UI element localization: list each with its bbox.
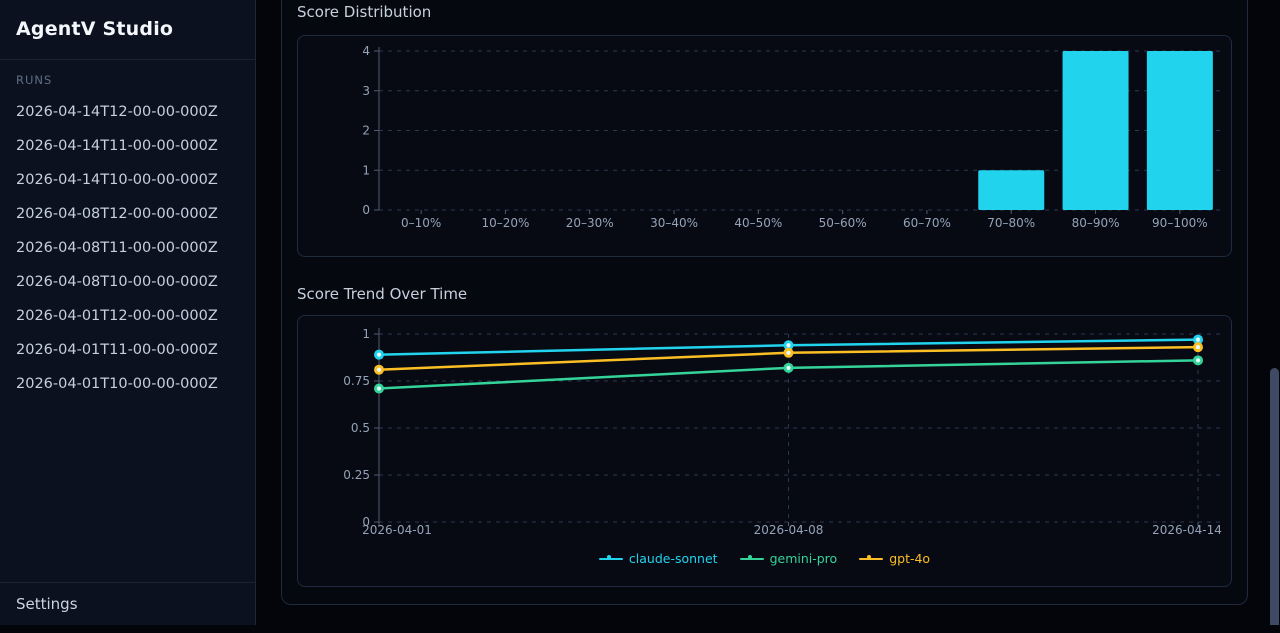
y-axis-tick-label: 0 (362, 515, 370, 529)
sidebar-item-run[interactable]: 2026-04-08T12-00-00-000Z (16, 206, 218, 222)
y-axis-tick-label: 1 (362, 327, 370, 341)
run-list: 2026-04-14T12-00-00-000Z 2026-04-14T11-00… (0, 95, 255, 401)
x-axis-tick-label: 60–70% (903, 216, 951, 230)
sidebar-item-run[interactable]: 2026-04-01T10-00-00-000Z (16, 376, 218, 392)
x-axis-tick-label: 10–20% (481, 216, 529, 230)
y-axis-tick-label: 0.5 (351, 421, 370, 435)
data-point-center (1195, 358, 1201, 363)
bar (978, 170, 1045, 210)
bar (1062, 51, 1129, 210)
y-axis-tick-label: 0.25 (343, 468, 370, 482)
x-axis-tick-label: 2026-04-01 (362, 523, 432, 537)
x-axis-tick-label: 40–50% (734, 216, 782, 230)
score-distribution-bar-chart: 0 1 2 3 4 0–10% 10–20% 20–30% 30–40% 40–50% 50–60%… (362, 44, 1222, 230)
legend-marker-icon (859, 554, 884, 565)
legend-item-gpt-4o[interactable]: gpt-4o (859, 552, 930, 566)
data-point-center (376, 352, 382, 357)
x-axis-tick-label: 90–100% (1152, 216, 1208, 230)
horizontal-scrollbar-track[interactable] (0, 625, 1280, 633)
data-point-center (1195, 345, 1201, 350)
bar (1146, 51, 1213, 210)
x-axis-tick-label: 70–80% (987, 216, 1035, 230)
legend-label: gpt-4o (889, 551, 931, 566)
legend-label: claude-sonnet (628, 551, 718, 566)
x-axis-tick-label: 20–30% (566, 216, 614, 230)
runs-section-label: RUNS (16, 73, 53, 87)
data-point-center (376, 367, 382, 372)
legend-marker-icon (598, 554, 623, 565)
y-axis-tick-label: 4 (362, 44, 370, 58)
main-content: Score Distribution 0 1 2 3 4 0–10% 10–20% 20–30… (256, 0, 1280, 633)
x-axis-tick-label: 30–40% (650, 216, 698, 230)
sidebar-item-settings[interactable]: Settings (16, 595, 78, 613)
x-axis-tick-label: 50–60% (819, 216, 867, 230)
x-axis-tick-label: 80–90% (1072, 216, 1120, 230)
sidebar-item-run[interactable]: 2026-04-08T10-00-00-000Z (16, 274, 218, 290)
sidebar-item-run[interactable]: 2026-04-14T12-00-00-000Z (16, 104, 218, 120)
dashboard-card: Score Distribution 0 1 2 3 4 0–10% 10–20% 20–30… (281, 0, 1248, 605)
sidebar-footer: Settings (0, 582, 255, 625)
x-axis-tick-label: 0–10% (401, 216, 441, 230)
score-distribution-panel: 0 1 2 3 4 0–10% 10–20% 20–30% 30–40% 40–50% 50–60%… (297, 35, 1232, 257)
score-trend-title: Score Trend Over Time (297, 285, 468, 303)
y-axis-tick-label: 3 (362, 84, 370, 98)
data-point-center (1195, 337, 1201, 342)
data-point-center (786, 365, 791, 370)
legend-label: gemini-pro (769, 551, 838, 566)
sidebar: AgentV Studio RUNS 2026-04-14T12-00-00-0… (0, 0, 256, 625)
sidebar-item-run[interactable]: 2026-04-01T11-00-00-000Z (16, 342, 218, 358)
chart-legend: claude-sonnet gemini-pro gpt-4o (298, 542, 1231, 586)
data-point-center (376, 386, 382, 391)
x-axis-tick-label: 2026-04-14 (1152, 523, 1222, 537)
y-axis-tick-label: 1 (362, 163, 370, 177)
sidebar-item-run[interactable]: 2026-04-01T12-00-00-000Z (16, 308, 218, 324)
y-axis-tick-label: 0.75 (343, 374, 370, 388)
score-trend-line-chart: 0 0.25 0.5 0.75 1 2026-04-01 2026-04-08 2026-04… (343, 327, 1222, 537)
y-axis-tick-label: 2 (362, 124, 370, 138)
sidebar-item-run[interactable]: 2026-04-08T11-00-00-000Z (16, 240, 218, 256)
legend-item-claude-sonnet[interactable]: claude-sonnet (598, 551, 718, 566)
score-trend-panel: 0 0.25 0.5 0.75 1 2026-04-01 2026-04-08 2026-04… (297, 315, 1232, 587)
y-axis-tick-label: 0 (362, 203, 370, 217)
data-point-center (786, 350, 791, 355)
sidebar-item-run[interactable]: 2026-04-14T11-00-00-000Z (16, 138, 218, 154)
x-axis-tick-label: 2026-04-08 (754, 523, 824, 537)
data-point-center (786, 343, 791, 348)
legend-marker-icon (739, 554, 764, 565)
vertical-scrollbar-thumb[interactable] (1270, 368, 1279, 632)
legend-item-gemini-pro[interactable]: gemini-pro (739, 551, 838, 566)
sidebar-item-run[interactable]: 2026-04-14T10-00-00-000Z (16, 172, 218, 188)
app-title: AgentV Studio (0, 0, 255, 60)
score-distribution-title: Score Distribution (297, 3, 432, 21)
